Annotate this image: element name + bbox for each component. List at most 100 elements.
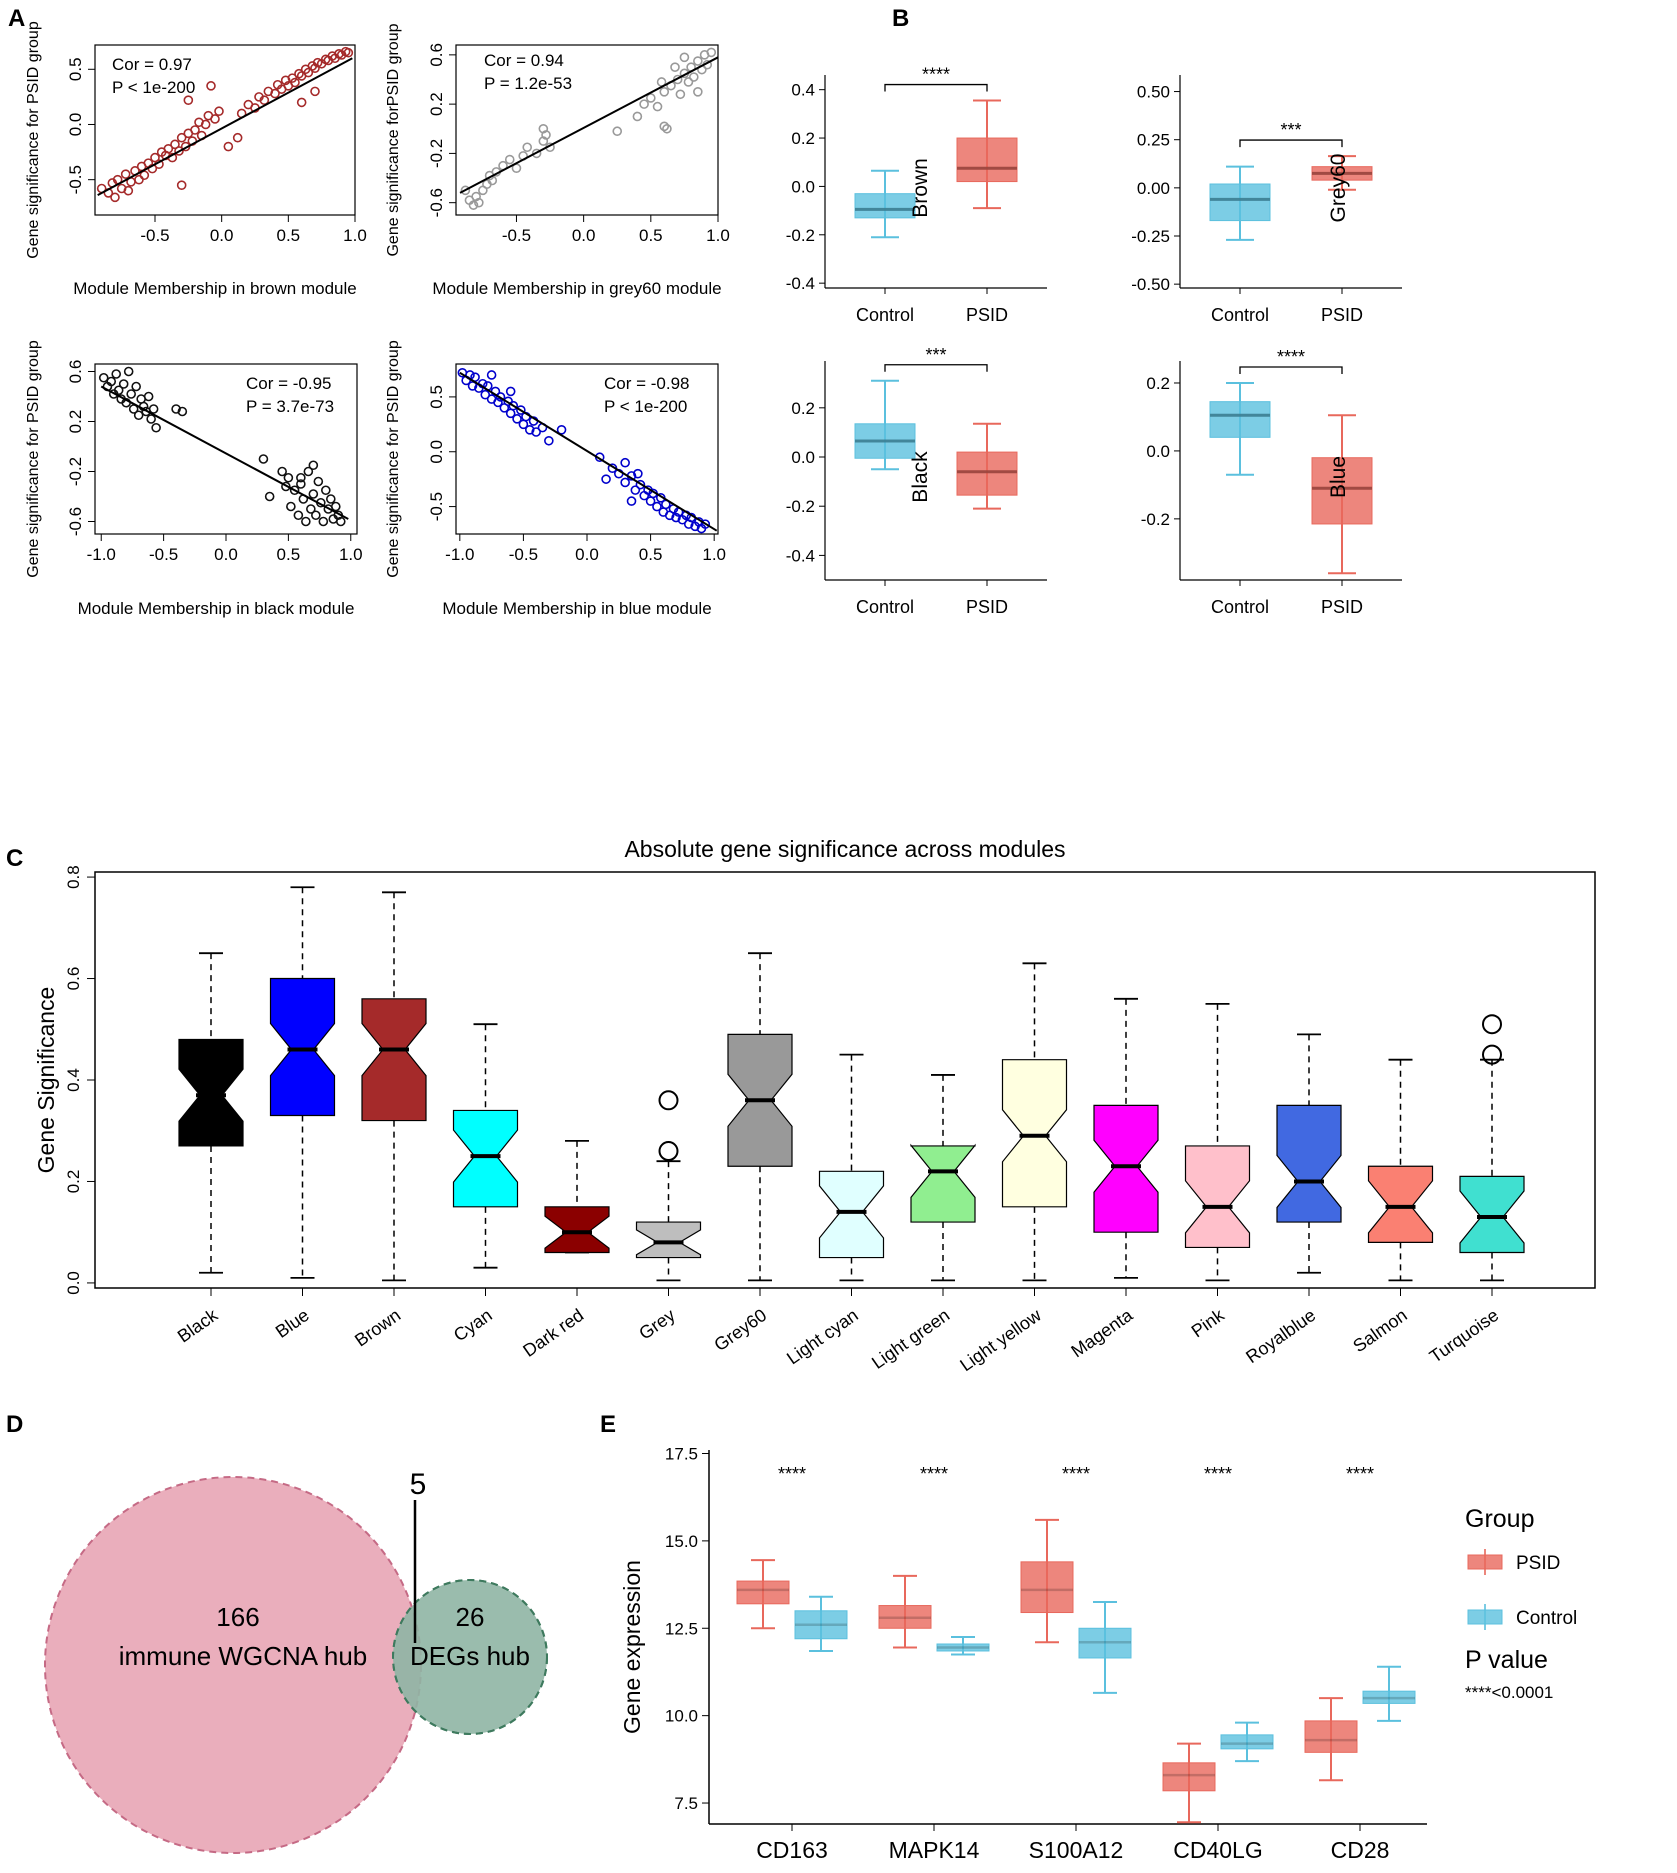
y-tick-label: -0.6: [427, 188, 446, 217]
data-point: [232, 132, 243, 143]
data-point: [679, 52, 690, 63]
x-tick-label: Black: [174, 1304, 222, 1346]
y-tick-label: -0.2: [66, 457, 85, 486]
y-tick-label: -0.5: [427, 492, 446, 521]
data-point: [620, 477, 630, 488]
y-tick-label: 15.0: [665, 1532, 698, 1551]
significance-stars: ***: [1280, 120, 1301, 140]
x-tick-label: -0.5: [140, 226, 169, 245]
y-tick-label: 0.00: [1137, 179, 1170, 198]
x-tick-label: 1.0: [702, 545, 726, 564]
data-point: [601, 474, 611, 484]
box: [1220, 1734, 1274, 1750]
x-tick-label: 0.0: [214, 545, 238, 564]
data-point: [633, 468, 643, 479]
data-point: [544, 435, 554, 446]
x-tick-label: 0.0: [210, 226, 234, 245]
y-axis-label: Gene expression: [619, 1560, 645, 1734]
data-point: [693, 56, 703, 66]
box: [1209, 401, 1271, 438]
box: [1311, 457, 1373, 525]
data-point: [176, 180, 187, 190]
notched-box: [635, 1221, 702, 1259]
box: [878, 1605, 932, 1629]
x-tick-label: 0.5: [277, 226, 301, 245]
notched-box: [1459, 1175, 1525, 1254]
data-point: [296, 97, 307, 108]
plot-frame: [455, 44, 719, 216]
data-point: [200, 119, 211, 130]
x-tick-label: PSID: [1321, 597, 1363, 617]
data-point: [620, 457, 630, 468]
y-axis-label: Black: [909, 451, 932, 503]
data-point: [474, 197, 484, 208]
significance-bracket: [884, 364, 988, 372]
data-point: [321, 485, 331, 496]
notched-box: [1276, 1104, 1342, 1223]
y-tick-label: 0.8: [64, 865, 83, 889]
notched-box: [452, 1109, 519, 1208]
p-value-title: P value: [1465, 1646, 1548, 1674]
y-tick-label: 0.6: [64, 967, 83, 991]
correlation-label: Cor = 0.97: [112, 55, 192, 74]
notched-box: [361, 998, 427, 1122]
box: [1304, 1720, 1358, 1753]
x-tick-label: 0.0: [575, 545, 599, 564]
data-point: [706, 47, 717, 58]
x-tick-label: Cyan: [450, 1305, 496, 1345]
data-point: [460, 185, 471, 196]
y-tick-label: -0.6: [66, 507, 85, 536]
y-axis-label: Gene significance for PSID group: [25, 21, 42, 259]
data-point: [468, 200, 479, 210]
data-point: [522, 142, 533, 153]
x-tick-label: Grey: [635, 1305, 678, 1344]
y-tick-label: 12.5: [665, 1619, 698, 1638]
significance-stars: ****: [1062, 1464, 1090, 1484]
data-point: [210, 114, 220, 124]
y-tick-label: 0.0: [791, 177, 815, 196]
x-tick-label: 1.0: [343, 226, 367, 245]
y-tick-label: 0.25: [1137, 131, 1170, 150]
outlier-point: [1482, 1014, 1502, 1035]
data-point: [176, 132, 187, 143]
x-tick-label: Royalblue: [1242, 1305, 1319, 1367]
regression-line: [100, 385, 349, 520]
x-tick-label: S100A12: [1029, 1837, 1124, 1863]
data-point: [277, 466, 287, 477]
data-point: [318, 516, 329, 527]
data-point: [214, 106, 224, 117]
data-point: [110, 192, 120, 203]
y-tick-label: 10.0: [665, 1707, 698, 1726]
x-tick-label: CD40LG: [1173, 1837, 1262, 1863]
significance-stars: ****: [778, 1464, 806, 1484]
x-tick-label: PSID: [1321, 305, 1363, 325]
data-point: [171, 404, 181, 414]
set-count: 26: [456, 1602, 485, 1632]
data-point: [626, 496, 637, 506]
data-point: [312, 57, 323, 68]
box: [854, 193, 916, 219]
x-tick-label: Magenta: [1067, 1304, 1137, 1361]
y-tick-label: 0.2: [1146, 374, 1170, 393]
box: [1020, 1561, 1074, 1614]
data-point: [325, 494, 336, 504]
notched-box: [1367, 1165, 1434, 1243]
y-axis-label: Gene Significance: [33, 987, 59, 1174]
box: [1209, 183, 1271, 222]
outlier-point: [658, 1141, 679, 1162]
box: [1162, 1762, 1216, 1792]
x-tick-label: -0.5: [509, 545, 538, 564]
significance-stars: ***: [925, 345, 946, 365]
p-value-label: P < 1e-200: [112, 78, 195, 97]
notched-box: [269, 977, 336, 1117]
data-point: [296, 479, 306, 489]
data-point: [151, 422, 161, 433]
notched-box: [1184, 1145, 1251, 1249]
data-point: [281, 481, 291, 492]
notched-box: [544, 1206, 610, 1254]
legend-title: Group: [1465, 1505, 1534, 1533]
data-point: [283, 472, 294, 483]
data-point: [652, 101, 663, 112]
x-tick-label: 0.5: [639, 545, 663, 564]
